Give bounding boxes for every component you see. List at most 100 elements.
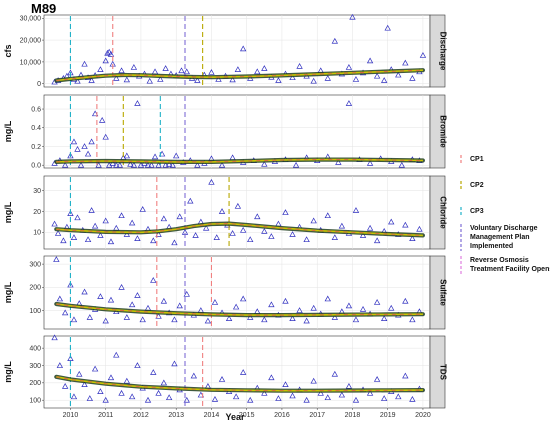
data-point bbox=[331, 314, 339, 320]
y-axis-label: mg/L bbox=[3, 361, 13, 383]
data-point bbox=[303, 236, 310, 243]
data-point bbox=[176, 213, 183, 220]
data-point bbox=[234, 202, 242, 209]
data-point bbox=[76, 370, 83, 377]
trend-line-dashed bbox=[56, 223, 423, 236]
data-point bbox=[324, 295, 331, 302]
data-point bbox=[419, 52, 427, 58]
data-point bbox=[331, 370, 339, 377]
data-point bbox=[275, 395, 282, 401]
data-point bbox=[74, 77, 81, 84]
data-point bbox=[123, 377, 131, 384]
data-point bbox=[402, 221, 409, 228]
facet-strip-label: TDS bbox=[439, 364, 448, 381]
data-point bbox=[352, 207, 360, 213]
panel-tds: 100 200 300 400 mg/L TDS bbox=[3, 334, 448, 409]
data-point bbox=[165, 160, 173, 167]
y-axis-label: mg/L bbox=[3, 281, 13, 303]
data-point bbox=[218, 161, 226, 168]
data-point bbox=[218, 208, 226, 214]
data-point bbox=[282, 209, 289, 215]
data-point bbox=[162, 161, 169, 168]
data-point bbox=[239, 45, 247, 52]
data-point bbox=[352, 76, 360, 82]
facet-strip bbox=[429, 14, 446, 88]
data-point bbox=[282, 381, 289, 388]
data-point bbox=[380, 77, 388, 83]
x-tick-label: 2011 bbox=[98, 412, 113, 419]
data-point bbox=[134, 235, 141, 242]
y-tick-label: 300 bbox=[29, 262, 41, 269]
data-point bbox=[409, 235, 416, 242]
data-point bbox=[81, 143, 88, 149]
data-point bbox=[61, 382, 69, 389]
data-point bbox=[102, 217, 109, 224]
data-point bbox=[239, 295, 247, 302]
panel-chloride: 10 20 30 mg/L Chloride bbox=[3, 175, 448, 250]
data-point bbox=[144, 396, 152, 403]
data-point bbox=[402, 59, 409, 66]
x-tick-label: 2016 bbox=[274, 412, 290, 419]
data-point bbox=[171, 360, 178, 367]
data-point bbox=[380, 315, 388, 322]
data-point bbox=[165, 394, 173, 401]
legend-label: CP1 bbox=[470, 156, 484, 163]
y-tick-label: 20,000 bbox=[20, 37, 42, 44]
data-point bbox=[310, 77, 317, 84]
data-point bbox=[338, 222, 346, 229]
data-point bbox=[373, 237, 381, 244]
data-point bbox=[84, 150, 92, 157]
data-point bbox=[107, 374, 115, 381]
y-tick-label: 30,000 bbox=[20, 16, 42, 23]
x-tick-label: 2012 bbox=[133, 412, 149, 419]
data-point bbox=[102, 133, 109, 140]
data-point bbox=[53, 256, 60, 262]
data-point bbox=[150, 369, 157, 375]
data-point bbox=[194, 161, 201, 168]
data-point bbox=[127, 160, 134, 167]
data-point bbox=[144, 161, 152, 168]
data-point bbox=[261, 389, 268, 396]
x-tick-label: 2019 bbox=[380, 412, 396, 419]
data-point bbox=[349, 13, 356, 20]
panel-discharge: 0 10,000 20,000 30,000 cfs Discharge bbox=[3, 13, 448, 88]
y-tick-label: 100 bbox=[29, 308, 41, 315]
x-axis-label: Year bbox=[225, 412, 245, 422]
data-point bbox=[183, 68, 190, 75]
data-point bbox=[345, 382, 353, 389]
data-point bbox=[275, 77, 282, 83]
data-point bbox=[310, 304, 317, 311]
data-point bbox=[254, 213, 261, 220]
x-tick-label: 2013 bbox=[168, 412, 184, 419]
data-point bbox=[56, 362, 64, 368]
data-point bbox=[97, 293, 104, 299]
data-point bbox=[261, 316, 268, 323]
data-point bbox=[51, 220, 58, 227]
data-point bbox=[324, 394, 331, 401]
panel-sulfate: 100 200 300 mg/L Sulfate bbox=[3, 255, 448, 330]
data-point bbox=[289, 231, 296, 237]
data-point bbox=[296, 62, 303, 69]
data-point bbox=[373, 376, 381, 382]
data-point bbox=[409, 316, 416, 323]
data-point bbox=[225, 315, 233, 322]
y-tick-label: 0 bbox=[37, 81, 41, 88]
data-point bbox=[296, 307, 303, 313]
data-point bbox=[345, 302, 353, 309]
data-point bbox=[338, 391, 346, 398]
panel-background bbox=[43, 175, 431, 250]
facet-strip-label: Chloride bbox=[439, 196, 448, 229]
legend-label: CP2 bbox=[470, 182, 484, 189]
data-point bbox=[146, 77, 153, 84]
data-point bbox=[289, 315, 296, 322]
y-tick-label: 0.0 bbox=[31, 163, 41, 170]
data-point bbox=[289, 392, 296, 399]
data-point bbox=[67, 281, 74, 288]
data-point bbox=[169, 161, 176, 168]
data-point bbox=[331, 37, 339, 44]
data-point bbox=[157, 76, 164, 82]
data-point bbox=[51, 334, 58, 341]
data-point bbox=[213, 234, 220, 240]
